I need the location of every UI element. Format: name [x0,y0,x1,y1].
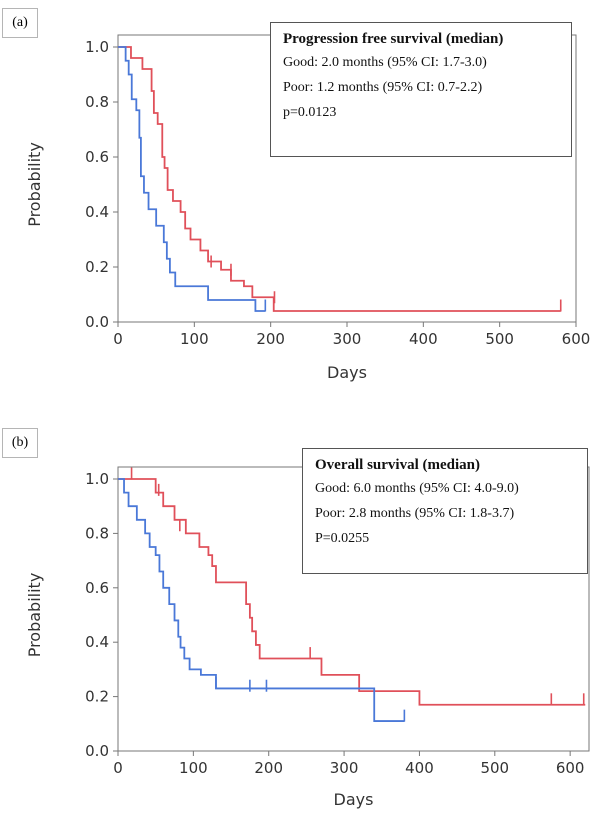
chart-panel-b: (b) 0.0 0.2 0.4 0.6 0.8 1.0 0 100 200 300 400 500 60… [0,410,597,820]
series-poor-line [118,46,266,312]
legend-title: Progression free survival (median) [283,31,504,47]
legend-line-good: Good: 2.0 months (95% CI: 1.7-3.0) [283,55,487,70]
y-tick-label: 0.6 [85,148,109,166]
series-good-line [118,478,586,706]
legend-line-poor: Poor: 2.8 months (95% CI: 1.8-3.7) [315,506,515,521]
y-tick-label: 0.0 [85,742,109,760]
y-tick-label: 1.0 [85,38,109,56]
y-axis-title: Probability [25,142,44,227]
x-tick-label: 100 [180,330,209,348]
y-tick-label: 0.2 [85,258,109,276]
x-tick-label: 0 [113,759,123,777]
chart-svg: 0.0 0.2 0.4 0.6 0.8 1.0 0 100 200 300 400 500 600 Day… [25,34,591,382]
series-poor-line [118,478,405,722]
y-tick-label: 0.2 [85,688,109,706]
legend-line-poor: Poor: 1.2 months (95% CI: 0.7-2.2) [283,80,483,95]
x-tick-label: 100 [179,759,208,777]
x-tick-label: 500 [485,330,514,348]
y-tick-label: 0.0 [85,313,109,331]
x-axis-title: Days [327,363,367,382]
series-good-line [118,46,561,312]
legend-box: Overall survival (median) Good: 6.0 mont… [302,448,588,574]
y-tick-label: 0.6 [85,579,109,597]
legend-line-pvalue: p=0.0123 [283,105,337,120]
x-tick-label: 300 [330,759,359,777]
y-tick-label: 0.4 [85,633,109,651]
y-tick-label: 0.4 [85,203,109,221]
x-tick-label: 600 [556,759,585,777]
panel-label: (b) [2,428,38,458]
x-tick-label: 200 [256,330,285,348]
y-axis-title: Probability [25,573,44,658]
x-tick-label: 0 [113,330,123,348]
x-tick-label: 400 [409,330,438,348]
legend-line-good: Good: 6.0 months (95% CI: 4.0-9.0) [315,481,519,496]
chart-panel-a: (a) 0.0 0.2 0.4 0.6 0.8 1.0 0 100 200 300 400 500 60… [2,8,591,382]
y-tick-label: 0.8 [85,93,109,111]
x-tick-label: 200 [254,759,283,777]
chart-svg: 0.0 0.2 0.4 0.6 0.8 1.0 0 100 200 300 400 500 600 Day… [25,466,590,809]
x-tick-label: 400 [405,759,434,777]
x-axis-title: Days [334,790,374,809]
y-tick-label: 1.0 [85,470,109,488]
legend-title: Overall survival (median) [315,457,480,473]
x-tick-label: 300 [333,330,362,348]
y-tick-label: 0.8 [85,524,109,542]
legend-line-pvalue: P=0.0255 [315,531,370,546]
legend-box: Progression free survival (median) Good:… [270,22,572,157]
panel-label: (a) [2,8,38,38]
x-tick-label: 600 [562,330,591,348]
x-tick-label: 500 [480,759,509,777]
